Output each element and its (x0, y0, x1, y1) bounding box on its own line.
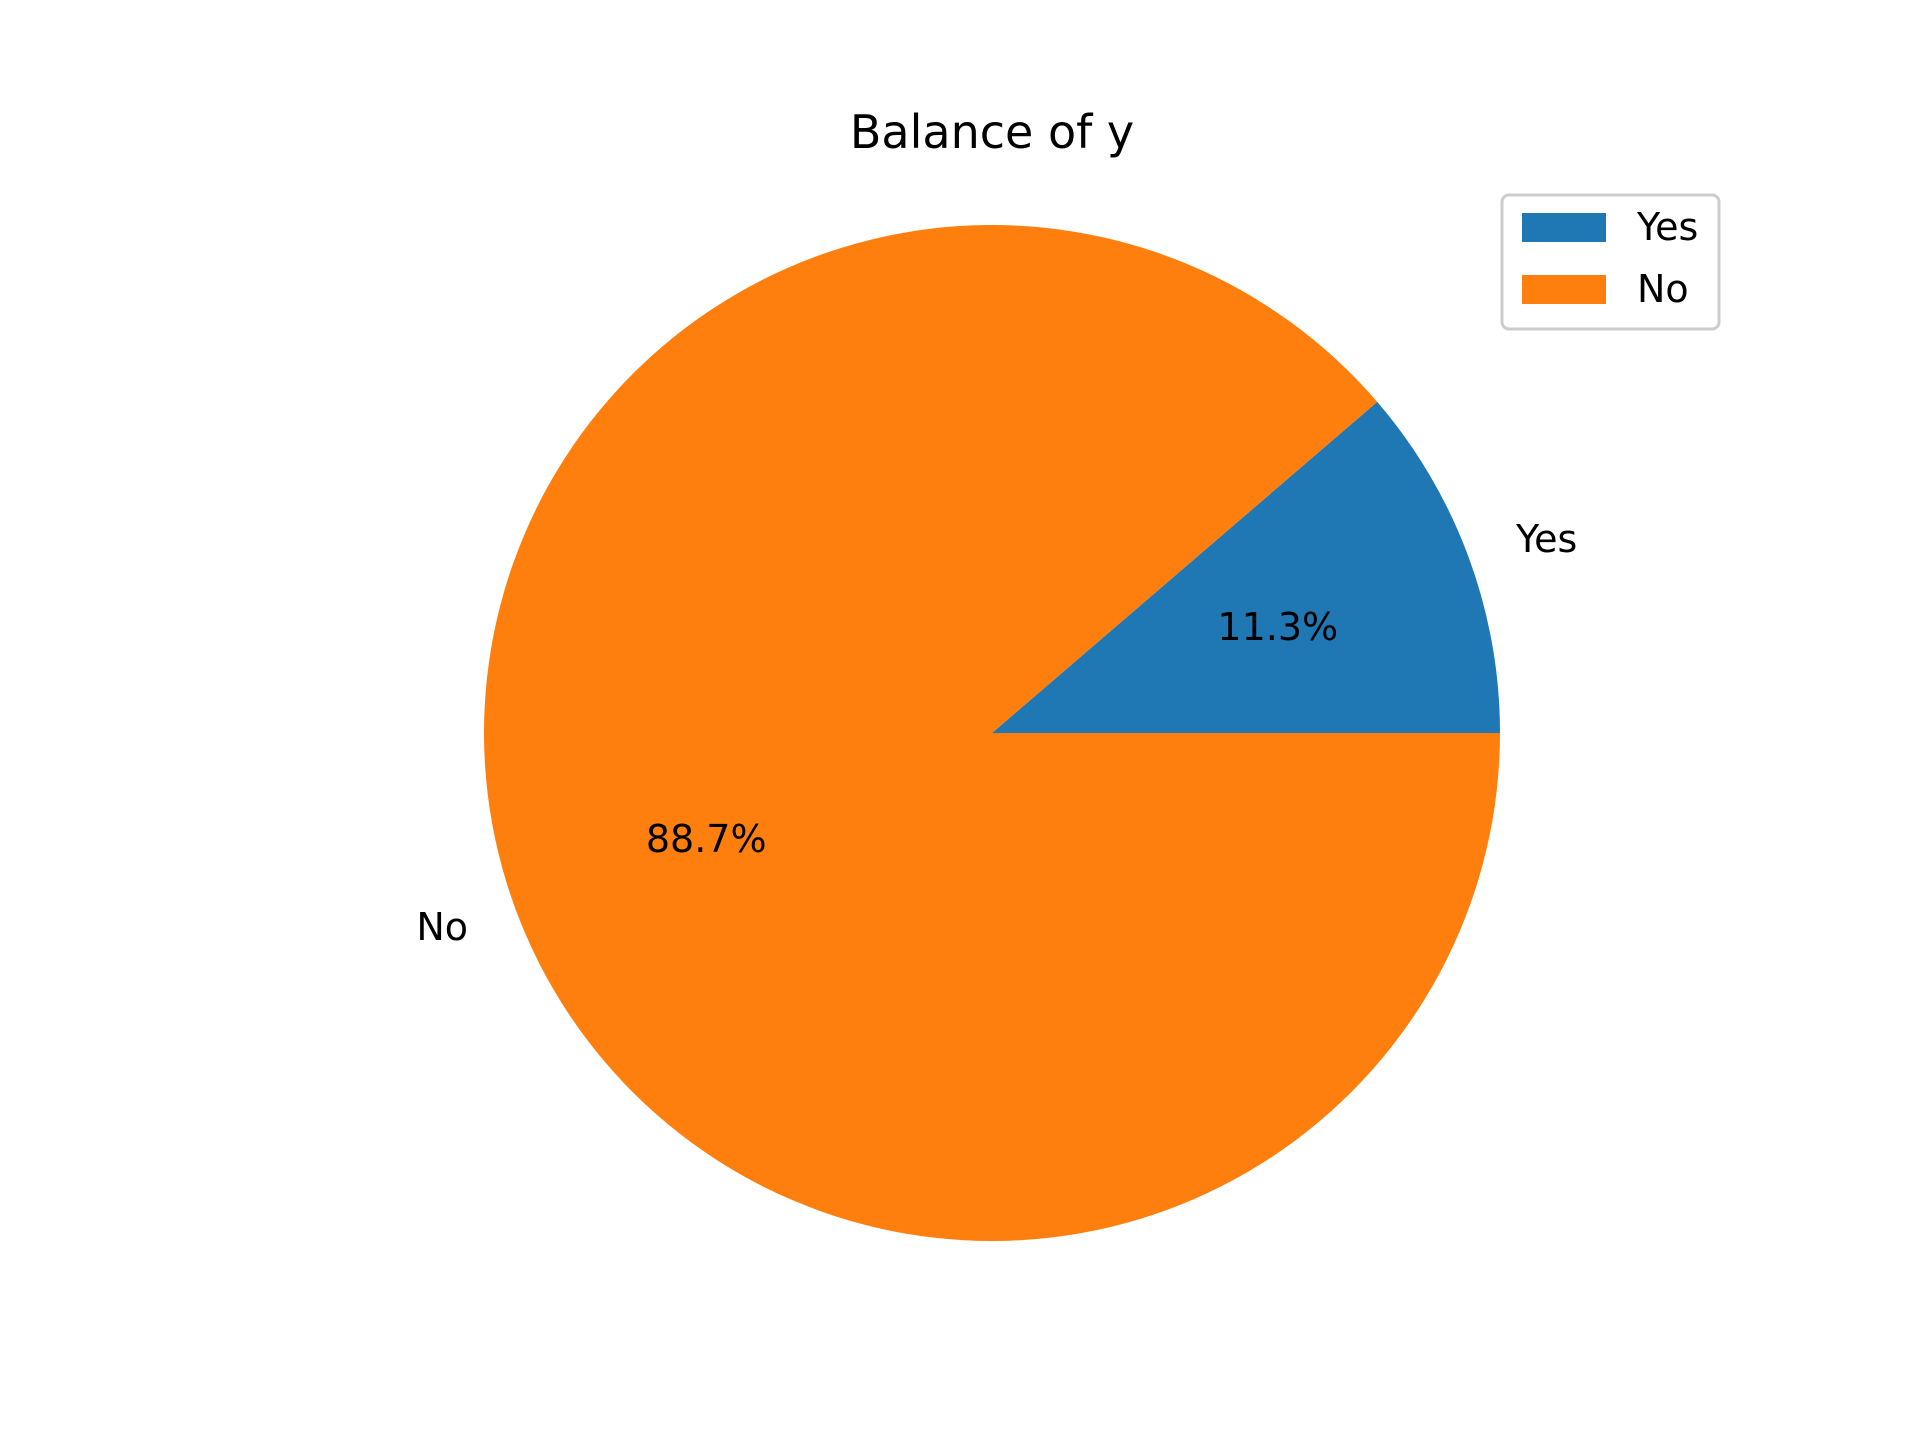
value-label-no: 88.7% (646, 817, 767, 861)
value-label-yes: 11.3% (1217, 605, 1338, 649)
pie-slices (484, 225, 1501, 1242)
slice-label-no: No (416, 905, 468, 949)
pie-slice-no (484, 225, 1501, 1242)
legend-label-no: No (1637, 267, 1689, 311)
pie-slice-yes (992, 401, 1500, 733)
legend-entries: Yes No (1522, 205, 1698, 311)
pie-value-labels: 11.3% 88.7% (646, 605, 1338, 861)
pie-slice-labels: Yes No (416, 517, 1577, 949)
legend: Yes No (1500, 193, 1721, 331)
legend-label-yes: Yes (1636, 205, 1698, 249)
legend-swatch-yes (1522, 213, 1606, 242)
slice-label-yes: Yes (1515, 517, 1577, 561)
legend-swatch-no (1522, 275, 1606, 304)
chart-title: Balance of y (850, 105, 1134, 159)
